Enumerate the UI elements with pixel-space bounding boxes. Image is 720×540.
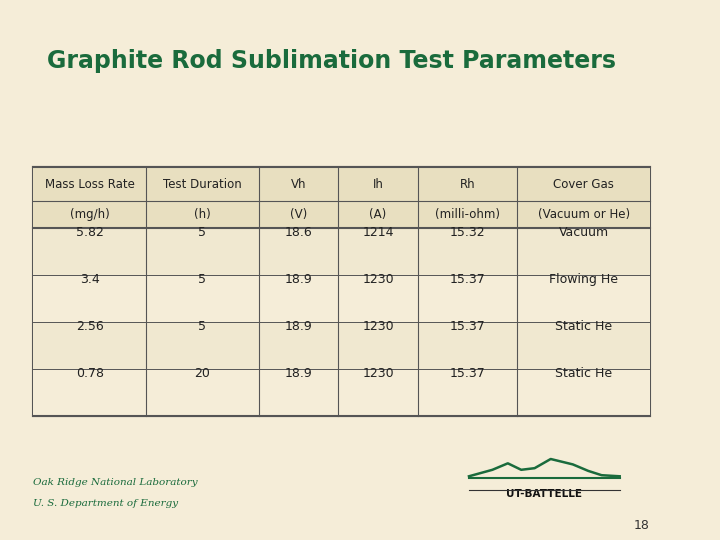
Bar	[34, 167, 650, 416]
Bar	[34, 275, 650, 322]
Text: (h): (h)	[194, 208, 211, 221]
Text: Static He: Static He	[555, 320, 612, 333]
Text: (A): (A)	[369, 208, 387, 221]
Text: 1230: 1230	[362, 273, 394, 286]
Text: 15.32: 15.32	[450, 226, 485, 239]
Text: 2.56: 2.56	[76, 320, 104, 333]
Text: Cover Gas: Cover Gas	[553, 178, 614, 191]
Text: U. S. Department of Energy: U. S. Department of Energy	[34, 500, 179, 509]
Text: 20: 20	[194, 367, 210, 380]
Text: 15.37: 15.37	[450, 273, 485, 286]
Text: 1230: 1230	[362, 367, 394, 380]
Bar	[34, 322, 650, 369]
Text: UT-BATTELLE: UT-BATTELLE	[506, 489, 582, 499]
Text: 15.37: 15.37	[450, 320, 485, 333]
Text: 18.9: 18.9	[284, 367, 312, 380]
Text: Rh: Rh	[460, 178, 475, 191]
Text: 18.6: 18.6	[284, 226, 312, 239]
Text: 18.9: 18.9	[284, 320, 312, 333]
Text: (V): (V)	[290, 208, 307, 221]
Text: Vacuum: Vacuum	[559, 226, 608, 239]
Text: 18: 18	[634, 519, 650, 532]
Text: Flowing He: Flowing He	[549, 273, 618, 286]
Text: (mg/h): (mg/h)	[70, 208, 109, 221]
Text: 5: 5	[199, 273, 207, 286]
Text: 0.78: 0.78	[76, 367, 104, 380]
Text: Test Duration: Test Duration	[163, 178, 242, 191]
Text: (Vacuum or He): (Vacuum or He)	[538, 208, 629, 221]
Text: 5: 5	[199, 226, 207, 239]
Text: 15.37: 15.37	[450, 367, 485, 380]
Text: Ih: Ih	[373, 178, 384, 191]
Text: Static He: Static He	[555, 367, 612, 380]
Text: 3.4: 3.4	[80, 273, 99, 286]
Bar	[34, 167, 650, 227]
Bar	[34, 227, 650, 275]
Text: 1230: 1230	[362, 320, 394, 333]
Text: (milli-ohm): (milli-ohm)	[435, 208, 500, 221]
Text: Mass Loss Rate: Mass Loss Rate	[45, 178, 135, 191]
Text: 5: 5	[199, 320, 207, 333]
Text: Graphite Rod Sublimation Test Parameters: Graphite Rod Sublimation Test Parameters	[47, 49, 616, 72]
Text: Vh: Vh	[291, 178, 306, 191]
Text: 1214: 1214	[362, 226, 394, 239]
Text: 18.9: 18.9	[284, 273, 312, 286]
Text: 5.82: 5.82	[76, 226, 104, 239]
Bar	[34, 369, 650, 416]
Text: Oak Ridge National Laboratory: Oak Ridge National Laboratory	[34, 478, 198, 487]
